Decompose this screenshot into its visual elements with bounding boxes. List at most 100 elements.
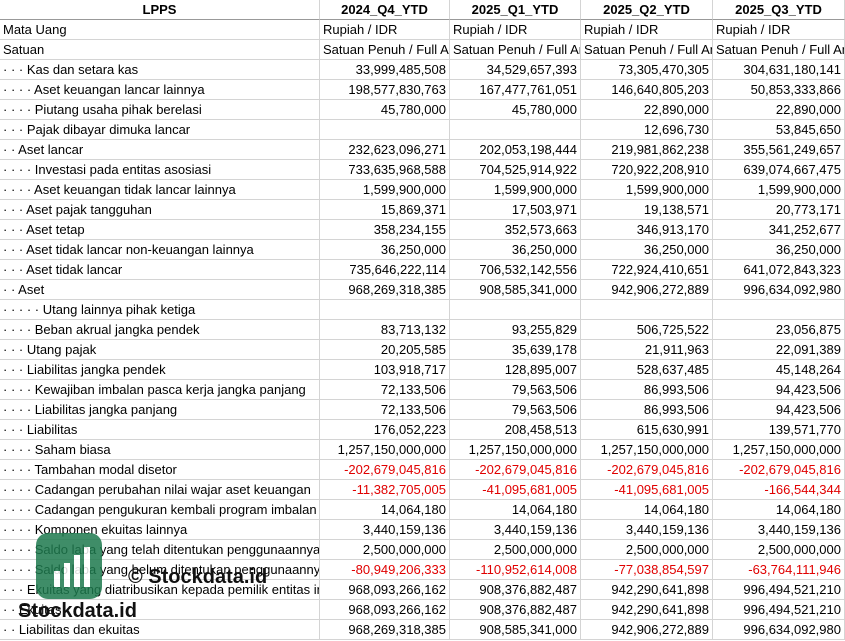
row-label: · · · Liabilitas bbox=[0, 420, 320, 440]
value-cell: 35,639,178 bbox=[450, 340, 581, 360]
row-label: · · · Aset tetap bbox=[0, 220, 320, 240]
value-cell: 94,423,506 bbox=[713, 380, 845, 400]
value-cell: 3,440,159,136 bbox=[713, 520, 845, 540]
value-cell: Satuan Penuh / Full Amount bbox=[450, 40, 581, 60]
value-cell: 15,869,371 bbox=[320, 200, 450, 220]
row-label: · · · · Kewajiban imbalan pasca kerja ja… bbox=[0, 380, 320, 400]
value-cell: 45,780,000 bbox=[320, 100, 450, 120]
value-cell: 1,257,150,000,000 bbox=[581, 440, 713, 460]
value-cell: -110,952,614,008 bbox=[450, 560, 581, 580]
value-cell: 128,895,007 bbox=[450, 360, 581, 380]
value-cell: 942,906,272,889 bbox=[581, 280, 713, 300]
value-cell: 735,646,222,114 bbox=[320, 260, 450, 280]
value-cell: 704,525,914,922 bbox=[450, 160, 581, 180]
value-cell: 528,637,485 bbox=[581, 360, 713, 380]
value-cell: -11,382,705,005 bbox=[320, 480, 450, 500]
value-cell: 1,599,900,000 bbox=[713, 180, 845, 200]
value-cell: 73,305,470,305 bbox=[581, 60, 713, 80]
value-cell: 722,924,410,651 bbox=[581, 260, 713, 280]
value-cell: 36,250,000 bbox=[713, 240, 845, 260]
value-cell: 942,906,272,889 bbox=[581, 620, 713, 640]
value-cell: 14,064,180 bbox=[320, 500, 450, 520]
value-cell: Rupiah / IDR bbox=[581, 20, 713, 40]
value-cell: 146,640,805,203 bbox=[581, 80, 713, 100]
row-label: Mata Uang bbox=[0, 20, 320, 40]
value-cell: -77,038,854,597 bbox=[581, 560, 713, 580]
value-cell: 908,376,882,487 bbox=[450, 580, 581, 600]
value-cell: 3,440,159,136 bbox=[450, 520, 581, 540]
value-cell: 341,252,677 bbox=[713, 220, 845, 240]
value-cell: 36,250,000 bbox=[450, 240, 581, 260]
value-cell: 358,234,155 bbox=[320, 220, 450, 240]
value-cell: 968,093,266,162 bbox=[320, 600, 450, 620]
value-cell: 36,250,000 bbox=[320, 240, 450, 260]
value-cell: 355,561,249,657 bbox=[713, 140, 845, 160]
value-cell: 167,477,761,051 bbox=[450, 80, 581, 100]
value-cell: 17,503,971 bbox=[450, 200, 581, 220]
value-cell: 94,423,506 bbox=[713, 400, 845, 420]
header-cell: LPPS bbox=[0, 0, 320, 20]
value-cell: 14,064,180 bbox=[713, 500, 845, 520]
value-cell: 34,529,657,393 bbox=[450, 60, 581, 80]
value-cell: 968,269,318,385 bbox=[320, 620, 450, 640]
value-cell: Rupiah / IDR bbox=[450, 20, 581, 40]
row-label: · · · · Beban akrual jangka pendek bbox=[0, 320, 320, 340]
value-cell: 1,599,900,000 bbox=[320, 180, 450, 200]
value-cell: -202,679,045,816 bbox=[320, 460, 450, 480]
value-cell: 706,532,142,556 bbox=[450, 260, 581, 280]
value-cell: 176,052,223 bbox=[320, 420, 450, 440]
value-cell: 1,257,150,000,000 bbox=[450, 440, 581, 460]
value-cell: -41,095,681,005 bbox=[450, 480, 581, 500]
watermark-caption: © Stockdata.id bbox=[128, 566, 268, 588]
value-cell: 86,993,506 bbox=[581, 400, 713, 420]
value-cell bbox=[320, 120, 450, 140]
value-cell: 50,853,333,866 bbox=[713, 80, 845, 100]
value-cell: 72,133,506 bbox=[320, 400, 450, 420]
row-label: · · · · Aset keuangan lancar lainnya bbox=[0, 80, 320, 100]
row-label: · · Liabilitas dan ekuitas bbox=[0, 620, 320, 640]
value-cell: 352,573,663 bbox=[450, 220, 581, 240]
value-cell: 996,634,092,980 bbox=[713, 620, 845, 640]
value-cell: 86,993,506 bbox=[581, 380, 713, 400]
header-cell: 2024_Q4_YTD bbox=[320, 0, 450, 20]
value-cell: 996,634,092,980 bbox=[713, 280, 845, 300]
value-cell: 45,148,264 bbox=[713, 360, 845, 380]
value-cell: 33,999,485,508 bbox=[320, 60, 450, 80]
value-cell: 20,773,171 bbox=[713, 200, 845, 220]
value-cell: 45,780,000 bbox=[450, 100, 581, 120]
row-label: · · · · Liabilitas jangka panjang bbox=[0, 400, 320, 420]
value-cell: 3,440,159,136 bbox=[320, 520, 450, 540]
row-label: · · · · Saham biasa bbox=[0, 440, 320, 460]
value-cell: 968,093,266,162 bbox=[320, 580, 450, 600]
value-cell: 3,440,159,136 bbox=[581, 520, 713, 540]
value-cell: -202,679,045,816 bbox=[713, 460, 845, 480]
value-cell: 53,845,650 bbox=[713, 120, 845, 140]
value-cell: 21,911,963 bbox=[581, 340, 713, 360]
value-cell: 103,918,717 bbox=[320, 360, 450, 380]
value-cell: 22,890,000 bbox=[713, 100, 845, 120]
value-cell bbox=[581, 300, 713, 320]
value-cell bbox=[450, 120, 581, 140]
value-cell: 83,713,132 bbox=[320, 320, 450, 340]
value-cell: 2,500,000,000 bbox=[713, 540, 845, 560]
value-cell: 208,458,513 bbox=[450, 420, 581, 440]
value-cell: 942,290,641,898 bbox=[581, 580, 713, 600]
row-label: · · · Aset tidak lancar bbox=[0, 260, 320, 280]
value-cell: 506,725,522 bbox=[581, 320, 713, 340]
value-cell: 219,981,862,238 bbox=[581, 140, 713, 160]
row-label: · · Aset bbox=[0, 280, 320, 300]
row-label: · · · · Cadangan pengukuran kembali prog… bbox=[0, 500, 320, 520]
row-label: · · · · Investasi pada entitas asosiasi bbox=[0, 160, 320, 180]
value-cell: 79,563,506 bbox=[450, 400, 581, 420]
value-cell: 36,250,000 bbox=[581, 240, 713, 260]
watermark-brand: Stockdata.id bbox=[18, 600, 137, 622]
value-cell: 641,072,843,323 bbox=[713, 260, 845, 280]
header-cell: 2025_Q3_YTD bbox=[713, 0, 845, 20]
row-label: · · · Utang pajak bbox=[0, 340, 320, 360]
value-cell: 720,922,208,910 bbox=[581, 160, 713, 180]
value-cell: 615,630,991 bbox=[581, 420, 713, 440]
value-cell: 1,599,900,000 bbox=[450, 180, 581, 200]
value-cell: 23,056,875 bbox=[713, 320, 845, 340]
value-cell: 346,913,170 bbox=[581, 220, 713, 240]
